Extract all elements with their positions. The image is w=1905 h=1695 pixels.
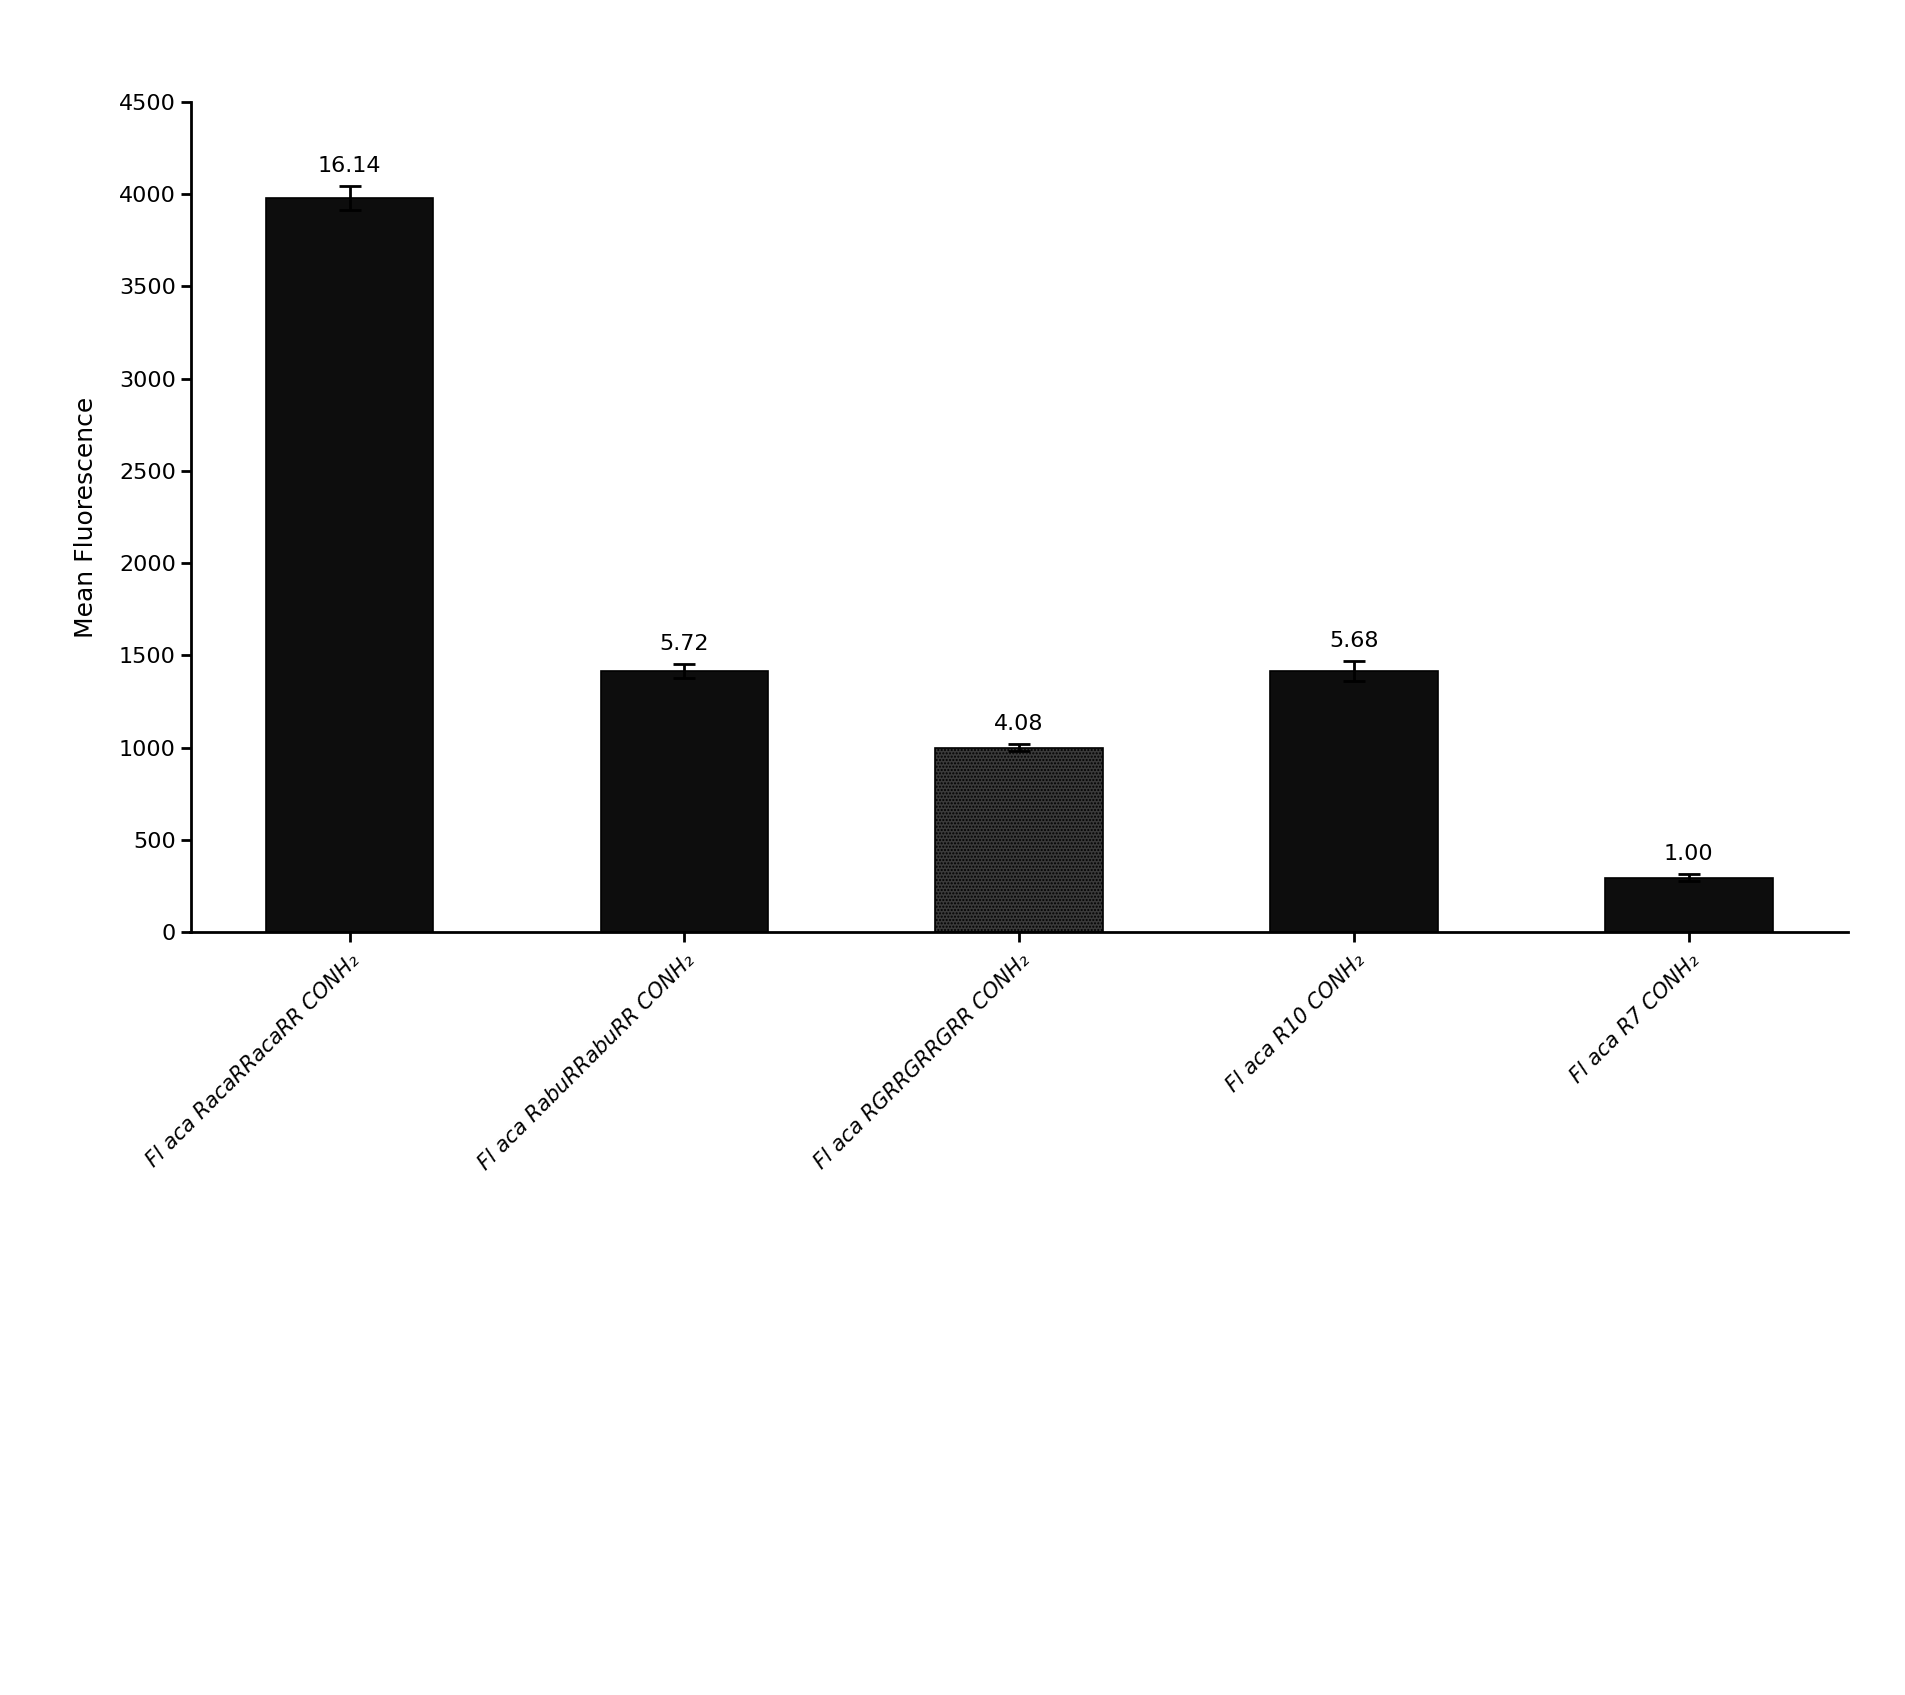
Bar: [935, 747, 1103, 932]
Text: 1.00: 1.00: [1663, 844, 1714, 864]
Bar: [600, 671, 768, 932]
Y-axis label: Mean Fluorescence: Mean Fluorescence: [74, 397, 99, 637]
Text: 5.72: 5.72: [659, 634, 709, 654]
Bar: [1606, 878, 1772, 932]
Bar: [1271, 671, 1438, 932]
Bar: [267, 198, 432, 932]
Text: 4.08: 4.08: [994, 714, 1044, 734]
Text: 5.68: 5.68: [1330, 631, 1379, 651]
Text: 16.14: 16.14: [318, 156, 381, 176]
